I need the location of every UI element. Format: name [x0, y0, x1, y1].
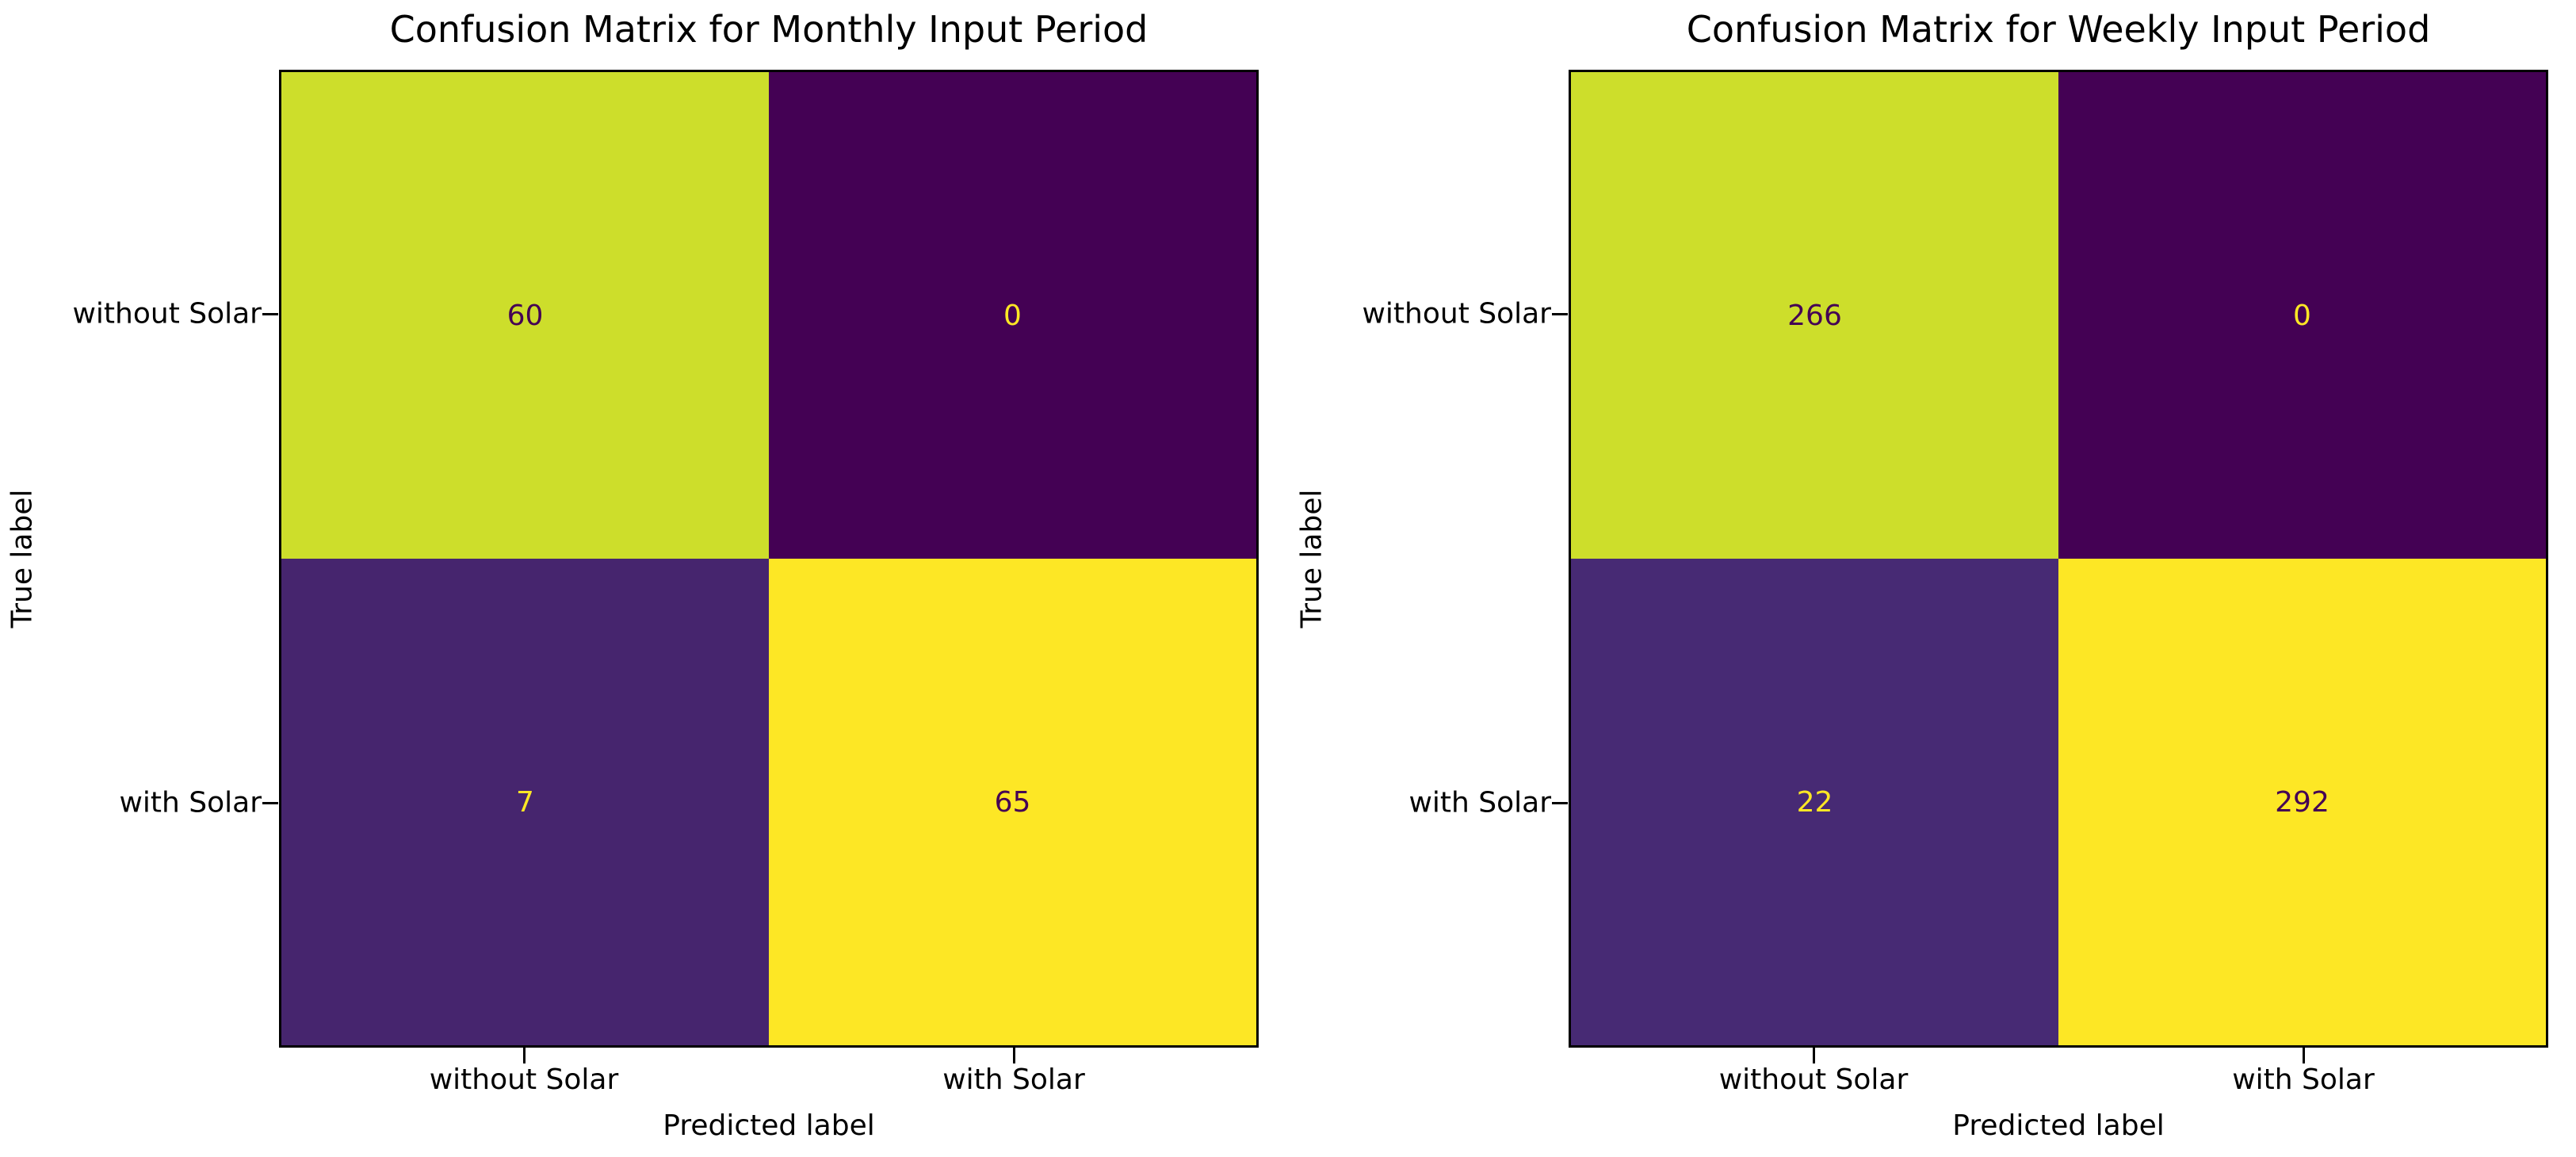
matrix-cell-monthly-r0c1: 0: [769, 72, 1256, 559]
x-tick-label-weekly-1: with Solar: [2232, 1063, 2375, 1096]
confusion-matrix-weekly: 266 0 22 292: [1569, 70, 2548, 1048]
chart-title-weekly: Confusion Matrix for Weekly Input Period: [1686, 8, 2431, 51]
x-tick-mark: [1013, 1048, 1015, 1063]
matrix-cell-monthly-r1c0: 7: [281, 559, 769, 1045]
x-tick-mark: [2303, 1048, 2305, 1063]
matrix-cell-weekly-r1c1: 292: [2058, 559, 2546, 1045]
matrix-cell-weekly-r1c0: 22: [1571, 559, 2058, 1045]
matrix-cell-weekly-r0c0: 266: [1571, 72, 2058, 559]
y-tick-mark: [262, 802, 278, 804]
matrix-cell-monthly-r1c1: 65: [769, 559, 1256, 1045]
chart-title-monthly: Confusion Matrix for Monthly Input Perio…: [389, 8, 1148, 51]
x-axis-label-monthly: Predicted label: [663, 1109, 875, 1142]
y-tick-label-monthly-0: without Solar: [72, 297, 262, 330]
x-tick-label-monthly-0: without Solar: [429, 1063, 619, 1096]
x-tick-label-monthly-1: with Solar: [942, 1063, 1085, 1096]
y-tick-label-weekly-0: without Solar: [1362, 297, 1551, 330]
y-tick-mark: [262, 313, 278, 315]
y-tick-label-monthly-1: with Solar: [119, 786, 262, 819]
x-tick-mark: [1813, 1048, 1815, 1063]
confusion-matrix-monthly: 60 0 7 65: [279, 70, 1259, 1048]
x-axis-label-weekly: Predicted label: [1952, 1109, 2165, 1142]
y-tick-mark: [1552, 313, 1568, 315]
x-tick-mark: [523, 1048, 526, 1063]
y-tick-label-weekly-1: with Solar: [1408, 786, 1551, 819]
x-tick-label-weekly-0: without Solar: [1718, 1063, 1909, 1096]
y-tick-mark: [1552, 802, 1568, 804]
matrix-cell-weekly-r0c1: 0: [2058, 72, 2546, 559]
y-axis-label-weekly: True label: [1295, 489, 1328, 628]
matrix-cell-monthly-r0c0: 60: [281, 72, 769, 559]
y-axis-label-monthly: True label: [6, 489, 39, 628]
